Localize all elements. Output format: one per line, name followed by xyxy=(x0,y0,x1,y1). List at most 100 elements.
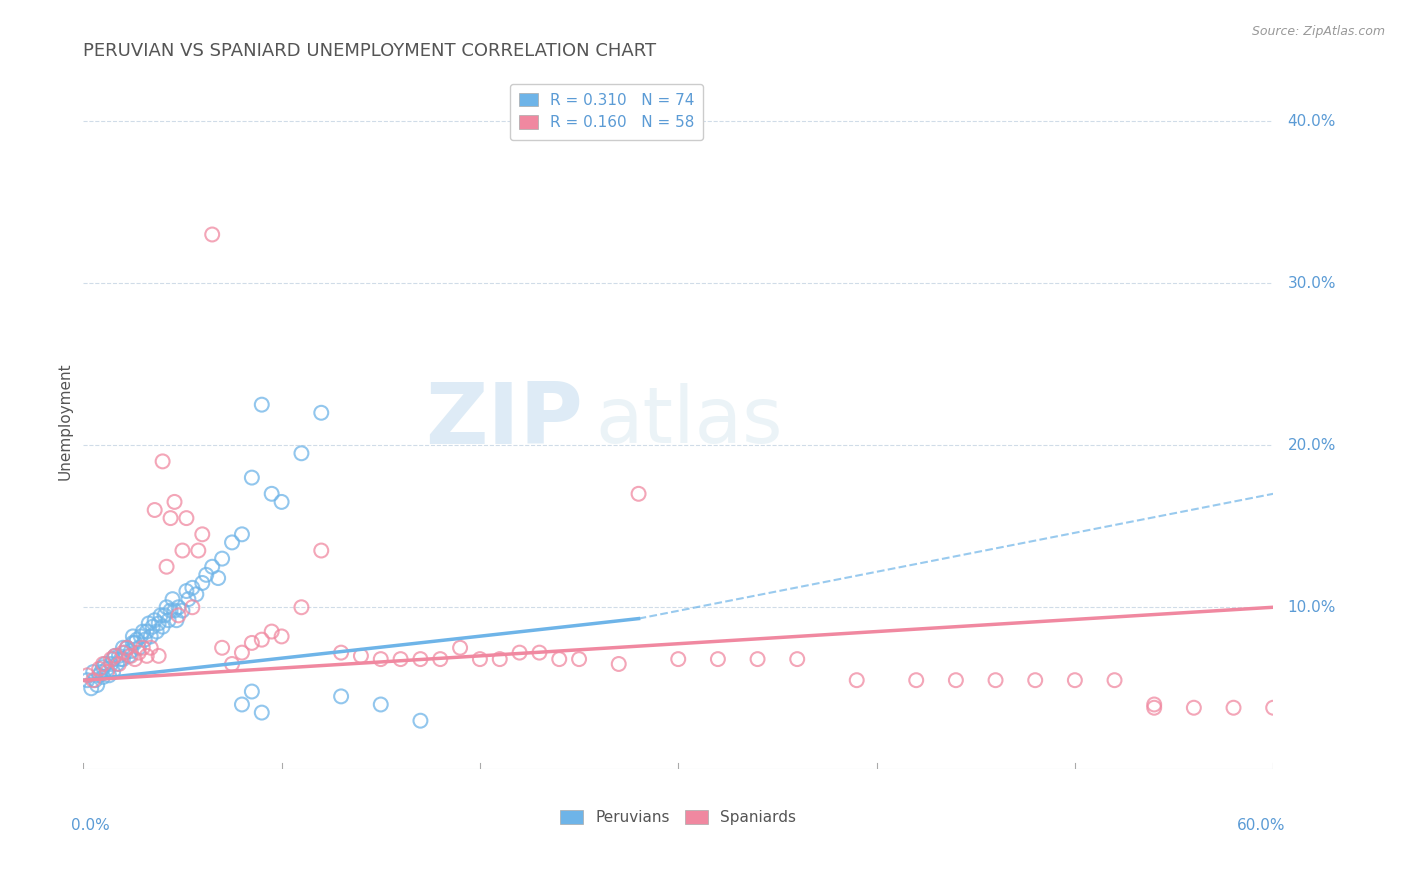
Point xyxy=(148,648,170,663)
Point xyxy=(290,600,312,615)
Point xyxy=(128,646,150,660)
Point xyxy=(134,632,156,647)
Point xyxy=(270,629,292,643)
Point xyxy=(114,646,136,660)
Point xyxy=(84,673,107,688)
Point xyxy=(132,624,155,639)
Point xyxy=(250,706,273,720)
Point xyxy=(191,576,214,591)
Point xyxy=(86,678,108,692)
Point xyxy=(108,657,131,671)
Point xyxy=(509,646,531,660)
Point xyxy=(157,613,180,627)
Point xyxy=(309,543,332,558)
Point xyxy=(240,470,263,484)
Point xyxy=(181,600,204,615)
Point xyxy=(176,584,198,599)
Point xyxy=(162,592,184,607)
Point xyxy=(82,673,104,688)
Point xyxy=(100,652,122,666)
Point xyxy=(231,527,253,541)
Point xyxy=(124,636,146,650)
Point xyxy=(488,652,510,666)
Point xyxy=(201,227,224,242)
Point xyxy=(91,670,114,684)
Point xyxy=(163,495,186,509)
Text: Source: ZipAtlas.com: Source: ZipAtlas.com xyxy=(1251,25,1385,38)
Point xyxy=(1104,673,1126,688)
Point xyxy=(529,646,551,660)
Text: 0.0%: 0.0% xyxy=(72,818,110,833)
Point xyxy=(201,559,224,574)
Point xyxy=(186,587,208,601)
Point xyxy=(1263,700,1285,714)
Point xyxy=(607,657,630,671)
Point xyxy=(211,551,233,566)
Point xyxy=(104,648,127,663)
Point xyxy=(167,600,190,615)
Point xyxy=(153,608,176,623)
Text: 20.0%: 20.0% xyxy=(1288,438,1336,452)
Point xyxy=(666,652,689,666)
Point xyxy=(148,616,170,631)
Point xyxy=(98,668,121,682)
Point xyxy=(100,657,122,671)
Point xyxy=(409,652,432,666)
Point xyxy=(145,624,167,639)
Point xyxy=(1143,698,1166,712)
Point xyxy=(468,652,491,666)
Point xyxy=(172,603,194,617)
Point xyxy=(309,406,332,420)
Point xyxy=(449,640,471,655)
Point xyxy=(747,652,769,666)
Point xyxy=(260,487,283,501)
Point xyxy=(1143,700,1166,714)
Point xyxy=(120,644,142,658)
Point xyxy=(231,646,253,660)
Point xyxy=(139,629,162,643)
Point xyxy=(984,673,1007,688)
Point xyxy=(132,640,155,655)
Point xyxy=(110,652,132,666)
Point xyxy=(143,503,166,517)
Point xyxy=(152,620,174,634)
Point xyxy=(91,657,114,671)
Point xyxy=(945,673,967,688)
Point xyxy=(330,646,353,660)
Point xyxy=(1024,673,1046,688)
Point xyxy=(330,690,353,704)
Point xyxy=(82,665,104,679)
Point xyxy=(191,527,214,541)
Point xyxy=(118,648,141,663)
Point xyxy=(207,571,229,585)
Point xyxy=(111,640,134,655)
Point xyxy=(905,673,928,688)
Point xyxy=(176,511,198,525)
Point xyxy=(76,673,98,688)
Point xyxy=(135,624,157,639)
Text: 40.0%: 40.0% xyxy=(1288,113,1336,128)
Point xyxy=(108,648,131,663)
Point xyxy=(122,636,145,650)
Point xyxy=(138,616,160,631)
Point xyxy=(101,652,124,666)
Point xyxy=(142,620,165,634)
Point xyxy=(125,632,148,647)
Point xyxy=(270,495,292,509)
Point xyxy=(155,600,177,615)
Point xyxy=(211,640,233,655)
Point xyxy=(135,648,157,663)
Point xyxy=(111,646,134,660)
Point xyxy=(221,657,243,671)
Point xyxy=(260,624,283,639)
Point xyxy=(167,608,190,623)
Point xyxy=(152,454,174,468)
Point xyxy=(409,714,432,728)
Point xyxy=(124,652,146,666)
Point xyxy=(90,665,112,679)
Point xyxy=(111,652,134,666)
Text: atlas: atlas xyxy=(595,383,783,458)
Point xyxy=(143,613,166,627)
Point xyxy=(101,665,124,679)
Point xyxy=(221,535,243,549)
